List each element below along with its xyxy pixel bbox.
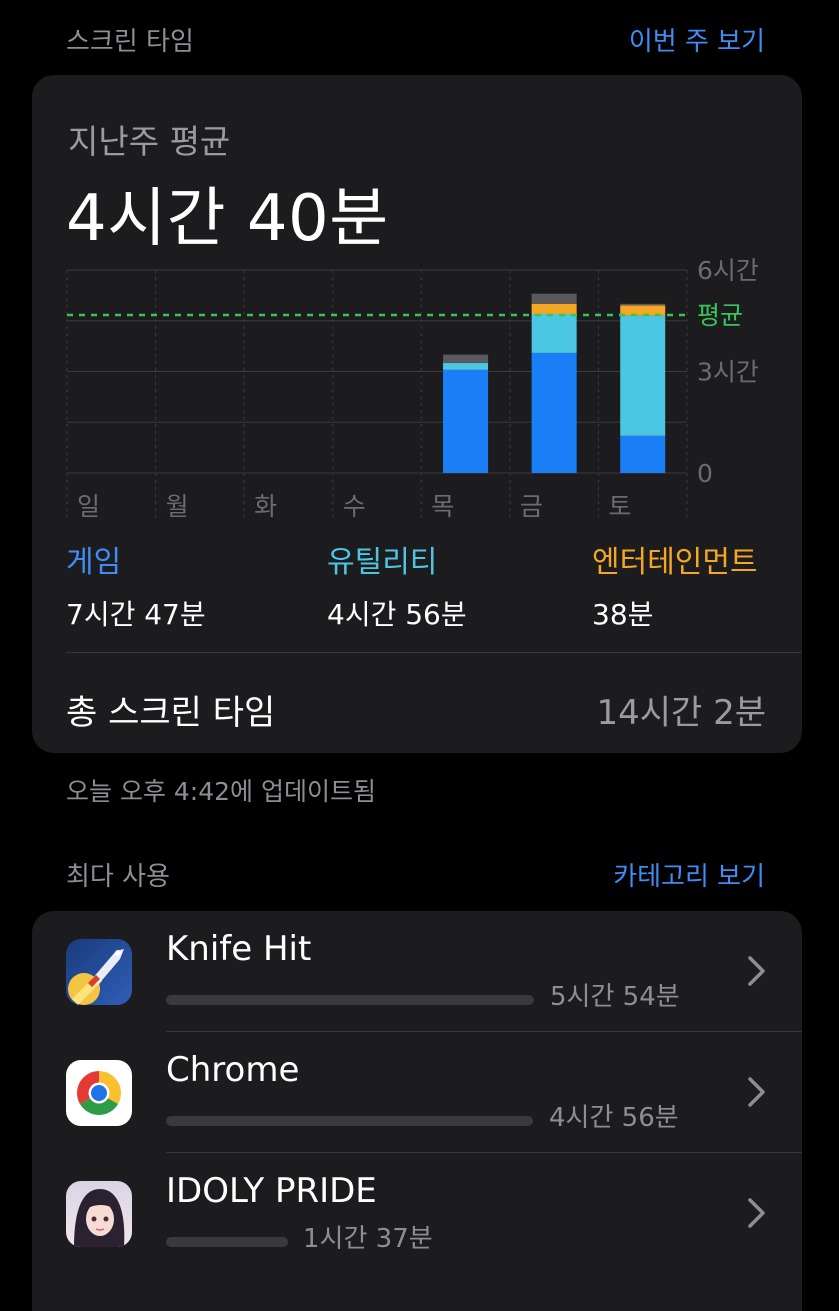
chrome-app-icon <box>66 1060 132 1126</box>
bar-segment <box>443 369 489 473</box>
category-time: 7시간 47분 <box>66 598 206 631</box>
x-tick-label: 수 <box>343 492 366 521</box>
x-tick-label: 토 <box>608 492 631 521</box>
app-row-knife-hit[interactable]: Knife Hit 5시간 54분 <box>32 911 802 1032</box>
app-name: IDOLY PRIDE <box>166 1171 377 1211</box>
usage-bar <box>166 1237 288 1247</box>
category-time: 4시간 56분 <box>327 598 467 631</box>
x-tick-label: 월 <box>166 492 189 521</box>
average-value: 4시간 40분 <box>66 182 389 256</box>
last-updated-text: 오늘 오후 4:42에 업데이트됨 <box>66 777 376 806</box>
usage-bar <box>166 995 534 1005</box>
bar-segment <box>620 315 666 436</box>
x-tick-label: 목 <box>431 492 454 521</box>
category-games: 게임 7시간 47분 <box>66 545 206 633</box>
x-tick-label: 금 <box>520 492 543 521</box>
idoly-pride-app-icon <box>66 1181 132 1247</box>
bar-segment <box>620 305 666 316</box>
usage-time: 1시간 37분 <box>303 1224 433 1254</box>
app-name: Chrome <box>166 1050 300 1090</box>
view-this-week-link[interactable]: 이번 주 보기 <box>628 27 765 57</box>
bar-segment <box>443 354 489 364</box>
divider <box>66 652 802 653</box>
total-screen-time-value: 14시간 2분 <box>596 693 766 733</box>
category-name: 유틸리티 <box>327 545 438 580</box>
category-utility: 유틸리티 4시간 56분 <box>327 545 467 633</box>
usage-bar <box>166 1116 533 1126</box>
chevron-right-icon <box>748 1198 765 1228</box>
view-categories-link[interactable]: 카테고리 보기 <box>613 862 765 892</box>
divider <box>166 1152 802 1153</box>
x-tick-label: 일 <box>77 492 100 521</box>
category-name: 게임 <box>66 545 122 580</box>
most-used-list: Knife Hit 5시간 54분 Chrome 4시간 56분 <box>32 911 802 1311</box>
app-row-idoly-pride[interactable]: IDOLY PRIDE 1시간 37분 <box>32 1153 802 1274</box>
x-tick-label: 화 <box>254 492 277 521</box>
bar-segment <box>443 363 489 370</box>
bar-segment <box>531 293 577 304</box>
total-screen-time-label: 총 스크린 타임 <box>66 693 276 733</box>
screen-time-summary-card[interactable]: 지난주 평균 4시간 40분 일 월 화 수 목 금 토 6시간 3시간 0 평균 게임 7시간 4… <box>32 75 802 753</box>
app-name: Knife Hit <box>166 929 312 969</box>
y-tick-label: 0 <box>697 459 713 488</box>
bar-segment <box>620 303 666 306</box>
bar-segment <box>531 352 577 473</box>
most-used-header: 최다 사용 카테고리 보기 <box>66 857 765 897</box>
chevron-right-icon <box>748 1077 765 1107</box>
usage-time: 4시간 56분 <box>549 1103 679 1133</box>
bar-segment <box>531 303 577 314</box>
y-tick-label: 6시간 <box>697 256 759 285</box>
average-label: 평균 <box>697 301 743 330</box>
y-tick-label: 3시간 <box>697 358 759 387</box>
knife-hit-app-icon <box>66 939 132 1005</box>
section-title: 최다 사용 <box>66 862 170 892</box>
weekly-usage-chart[interactable]: 일 월 화 수 목 금 토 6시간 3시간 0 평균 <box>32 75 802 525</box>
category-entertainment: 엔터테인먼트 38분 <box>592 545 758 633</box>
screen-time-header: 스크린 타임 이번 주 보기 <box>66 22 765 62</box>
section-title: 스크린 타임 <box>66 27 194 57</box>
bar-segment <box>531 313 577 353</box>
app-row-chrome[interactable]: Chrome 4시간 56분 <box>32 1032 802 1153</box>
chevron-right-icon <box>748 956 765 986</box>
category-time: 38분 <box>592 598 654 631</box>
average-label: 지난주 평균 <box>68 122 231 161</box>
divider <box>166 1031 802 1032</box>
category-name: 엔터테인먼트 <box>592 545 758 580</box>
bar-segment <box>620 435 666 473</box>
usage-time: 5시간 54분 <box>550 982 680 1012</box>
